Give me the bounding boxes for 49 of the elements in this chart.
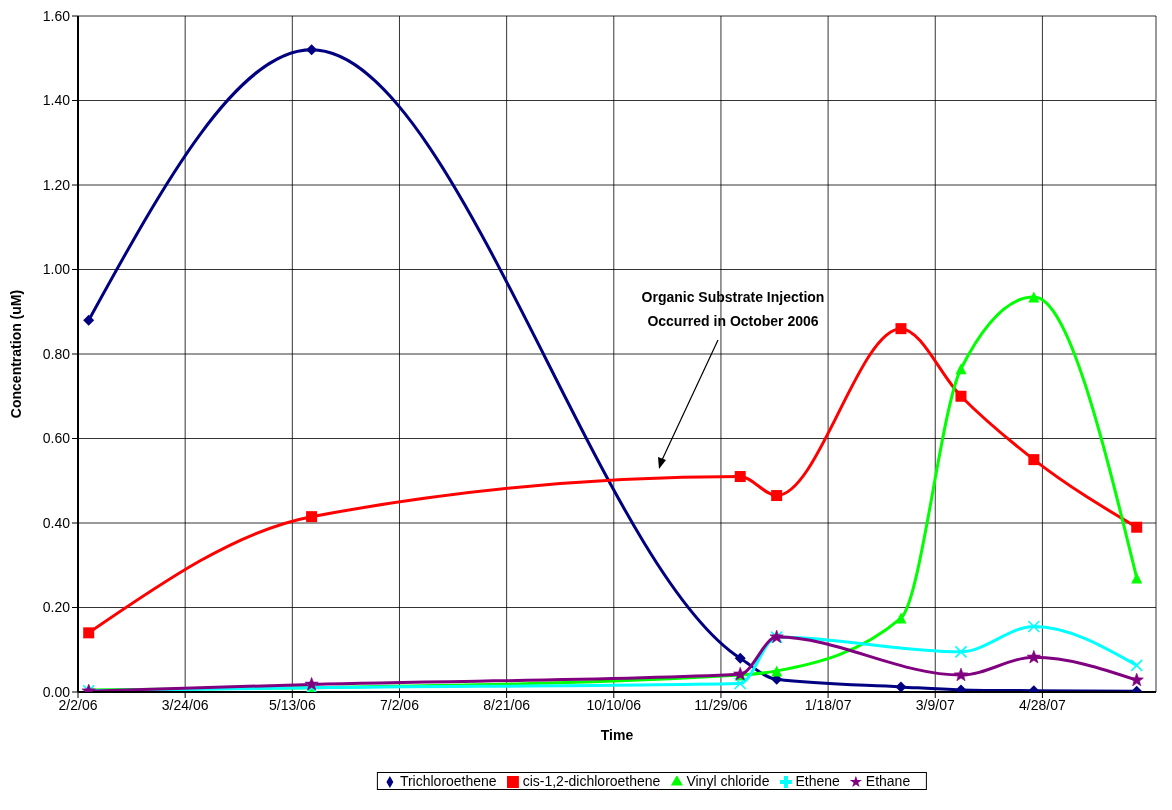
point (83, 627, 95, 639)
point (734, 652, 746, 664)
point (771, 665, 783, 677)
x-tick-label: 3/9/07 (915, 696, 955, 713)
legend-label: Trichloroethene (399, 773, 497, 789)
x-axis-title: Time (600, 726, 634, 743)
x-tick-label: 10/10/06 (586, 696, 642, 713)
y-tick-label: 1.00 (42, 261, 71, 278)
point (1026, 650, 1041, 664)
point (306, 44, 318, 56)
point (1131, 521, 1143, 533)
point (955, 390, 967, 402)
point (1131, 572, 1143, 584)
point (954, 645, 968, 659)
y-tick-label: 1.20 (42, 176, 71, 193)
point (1028, 454, 1040, 466)
point (895, 681, 907, 692)
legend-label: Ethane (865, 773, 911, 789)
x-tick-label: 4/28/07 (1019, 696, 1066, 713)
point (771, 490, 783, 502)
legend-label: Vinyl chloride (686, 773, 770, 789)
annotation: Organic Substrate Injection Occurred in October 2006 (641, 289, 825, 329)
y-tick-label: 0.60 (42, 430, 71, 447)
legend-label: cis-1,2-dichloroethene (522, 773, 661, 789)
point (895, 323, 907, 335)
y-tick-label: 0.20 (42, 599, 71, 616)
x-tick-label: 1/18/07 (804, 696, 852, 713)
y-tick-label: 1.40 (42, 92, 71, 109)
point (1027, 620, 1041, 633)
point (1130, 659, 1144, 672)
point (83, 314, 95, 326)
point (304, 677, 319, 691)
point (955, 363, 967, 375)
x-tick-label: 7/2/06 (380, 696, 420, 713)
point (733, 677, 747, 690)
point (306, 511, 318, 523)
y-tick-label: 0.40 (42, 514, 71, 531)
y-tick-label: 1.60 (42, 7, 71, 24)
y-tick-label: 0.80 (42, 345, 71, 362)
point (1028, 291, 1040, 303)
legend-label: Ethene (795, 773, 840, 789)
x-tick-label: 5/13/06 (268, 696, 316, 713)
point (734, 471, 746, 483)
point (895, 612, 907, 624)
x-tick-label: 8/21/06 (483, 696, 531, 713)
y-axis-title: Concentration (uM) (7, 289, 24, 419)
x-tick-label: 11/29/06 (694, 696, 748, 713)
x-tick-label: 3/24/06 (161, 696, 209, 713)
point (954, 667, 968, 682)
